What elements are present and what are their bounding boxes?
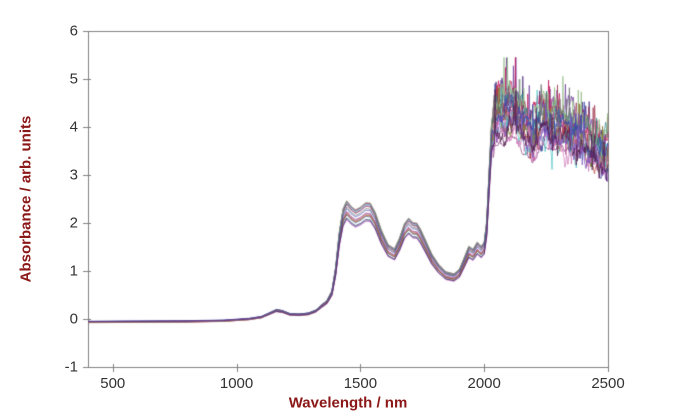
- y-tick-label: 2: [69, 214, 78, 232]
- x-axis-label: Wavelength / nm: [288, 394, 408, 412]
- y-axis-label: Absorbance / arb. units: [17, 115, 35, 283]
- y-tick-label: 3: [69, 166, 78, 184]
- y-tick-label: 5: [69, 70, 78, 88]
- y-tick-label: 6: [69, 22, 78, 40]
- x-tick-label: 2500: [591, 375, 625, 392]
- y-tick-label: 0: [69, 310, 78, 328]
- y-tick-label: 4: [69, 118, 78, 136]
- y-tick-label: 1: [69, 262, 78, 280]
- x-tick-label: 1500: [343, 375, 378, 392]
- x-tick-label: 2000: [467, 375, 501, 392]
- x-tick-label: 500: [100, 375, 126, 392]
- y-tick-label: -1: [64, 358, 78, 376]
- x-tick-label: 1000: [219, 375, 254, 392]
